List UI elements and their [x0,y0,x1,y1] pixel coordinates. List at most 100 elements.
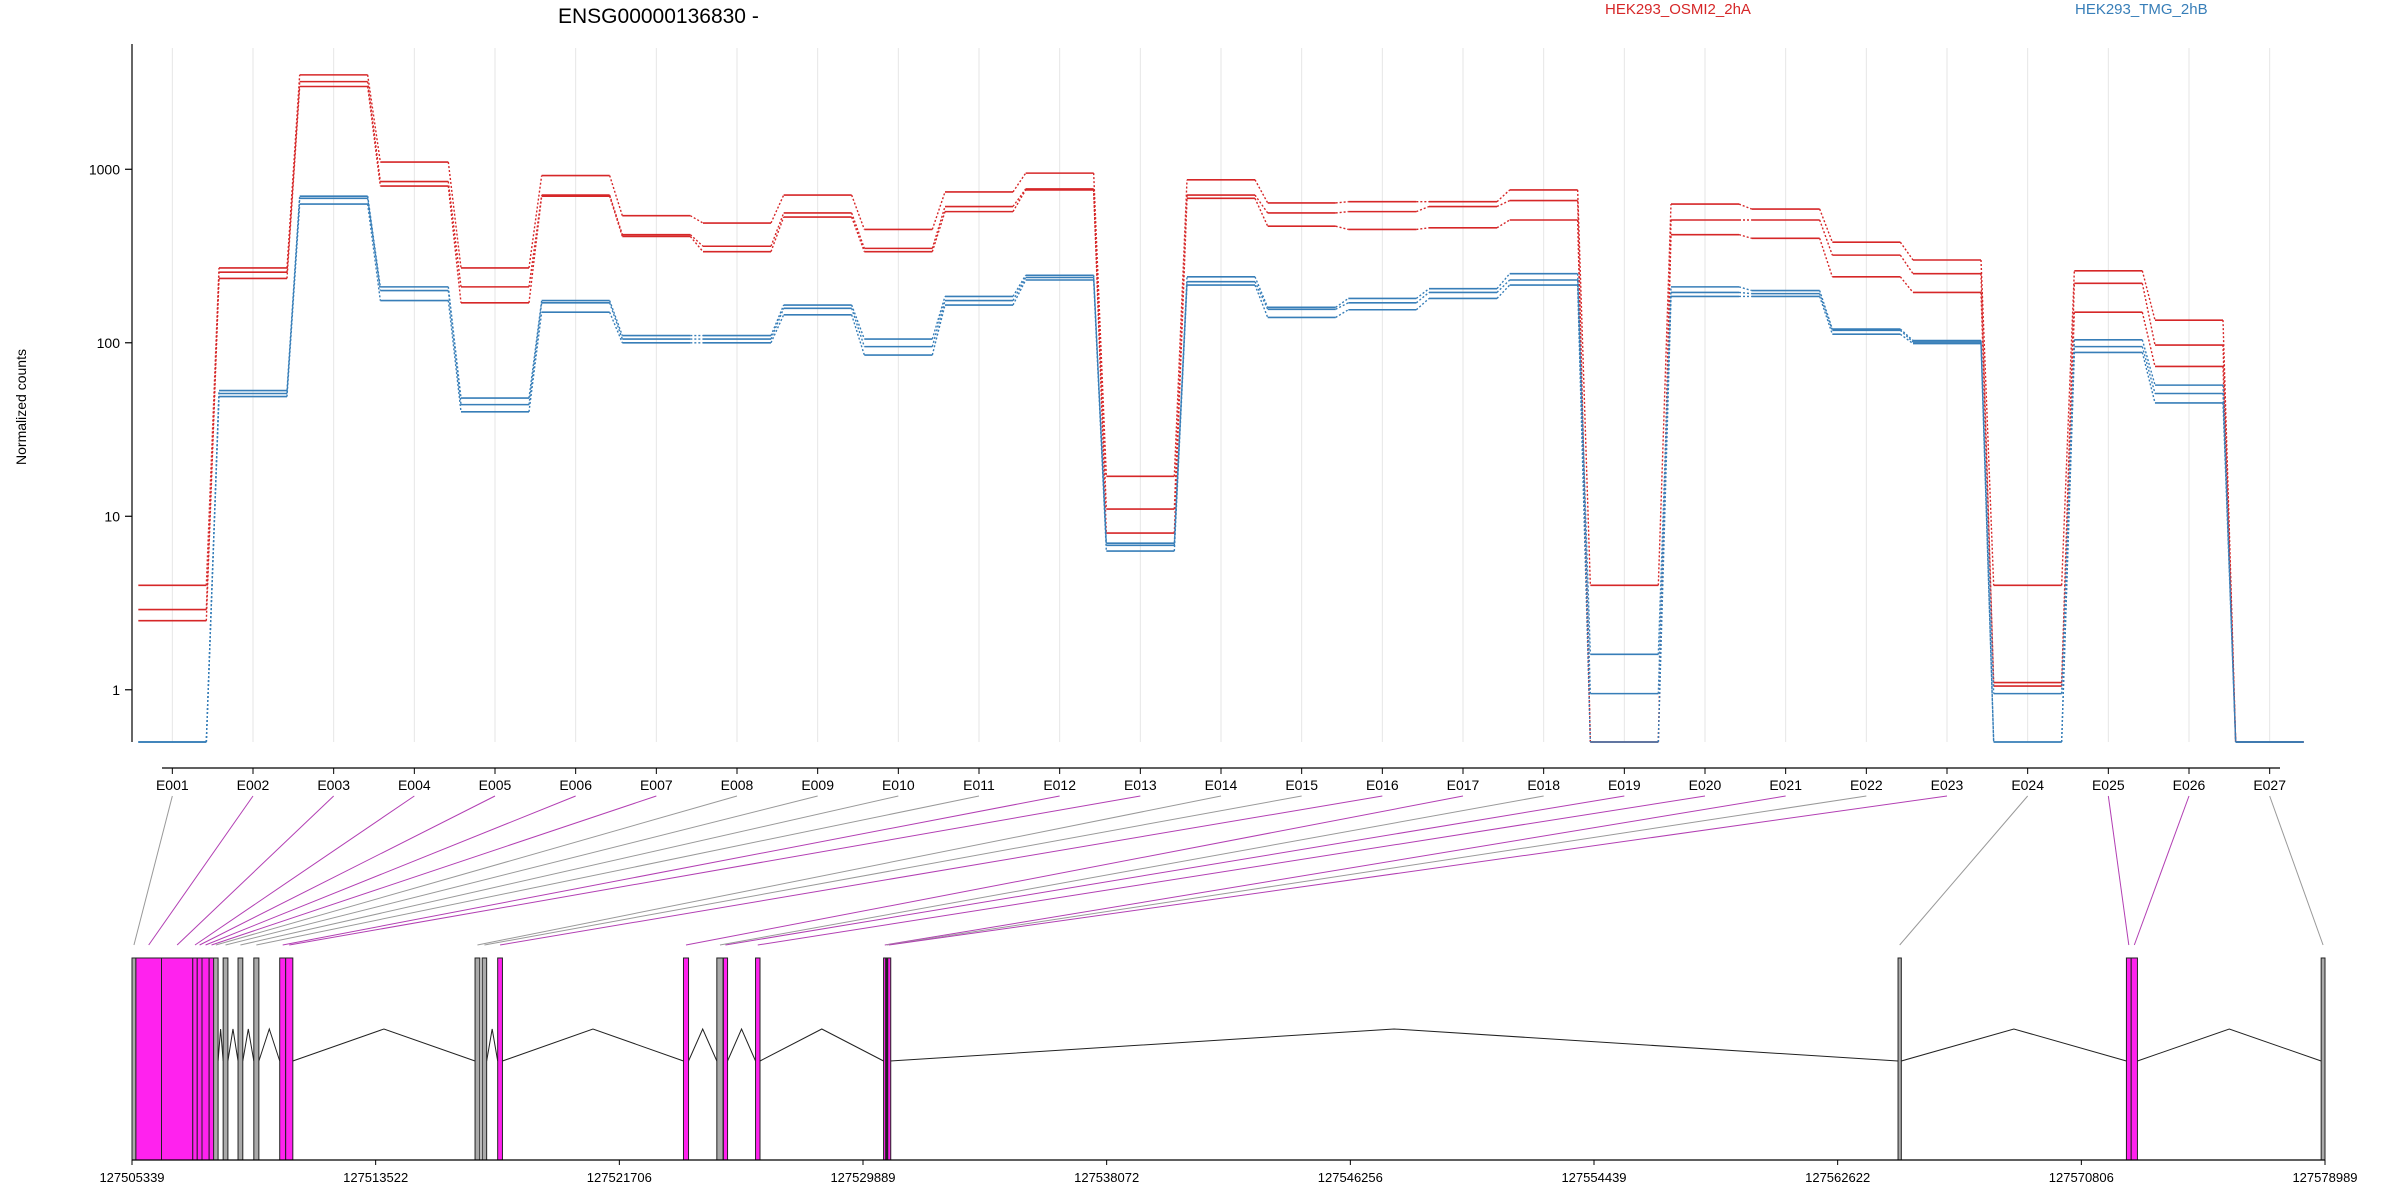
exon-label-e026: E026 [2173,777,2206,793]
intron-line [227,1028,239,1062]
series-1-connector [2141,270,2156,321]
series-5-connector [1012,277,1027,301]
exon-label-e018: E018 [1527,777,1560,793]
series-1-connector [447,162,462,269]
series-6-connector [2060,352,2076,743]
series-6-connector [1657,296,1672,743]
series-3-connector [931,211,946,252]
intron-line [688,1027,718,1062]
series-2-connector [366,81,382,182]
series-2-connector [1092,188,1108,510]
connector-e009 [225,795,818,946]
exon-label-e012: E012 [1043,777,1076,793]
y-tick-label: 10 [104,508,120,524]
exon-block-e016 [497,957,503,1161]
series-3-connector [1092,189,1108,534]
connector-e007 [211,795,657,946]
series-1-connector [931,191,946,230]
series-2-connector [931,206,946,249]
series-4-connector [1576,273,1592,655]
series-1-connector [689,215,704,224]
series-1-connector [1012,172,1027,193]
connector-e019 [725,795,1625,946]
series-1-connector [1576,189,1592,586]
series-6-connector [1415,297,1430,311]
series-3-connector [1819,238,1833,278]
connector-e003 [176,795,335,946]
series-4-connector [931,296,946,340]
legend-entry-group-a: HEK293_OSMI2_2hA [1605,1,1751,18]
connector-e016 [499,795,1383,946]
series-2-connector [1012,188,1027,207]
series-6-connector [2141,352,2156,404]
exon-block-e010 [237,957,244,1161]
coordinate-tick-label: 127554439 [1561,1170,1626,1185]
series-4-connector [770,304,785,336]
exon-label-e001: E001 [156,777,189,793]
series-1-connector [1738,203,1752,210]
series-5-connector [931,300,946,347]
exon-block-e015 [481,957,488,1161]
series-1-connector [1819,208,1833,243]
exon-block-e004 [192,957,198,1161]
series-4-connector [2060,339,2076,694]
connector-e026 [2133,795,2190,946]
coordinate-tick-label: 127529889 [830,1170,895,1185]
connector-e013 [289,795,1141,946]
series-1-connector [528,175,543,269]
series-3-connector [205,278,220,621]
series-5-connector [2141,346,2156,394]
series-6-connector [609,311,623,344]
series-5-connector [1819,293,1833,331]
exon-block-e025 [2125,957,2132,1161]
exon-block-e014 [474,957,481,1161]
exon-label-e027: E027 [2253,777,2286,793]
exon-connector-lines [133,795,2324,946]
series-6-connector [1092,279,1108,552]
series-6-connector [850,314,866,356]
connector-e020 [757,795,1706,946]
series-6-connector [1012,279,1027,306]
coordinate-tick-label: 127546256 [1318,1170,1383,1185]
exon-label-e022: E022 [1850,777,1883,793]
series-3-connector [2141,312,2156,367]
intron-line [727,1027,756,1062]
series-6-connector [366,203,382,301]
intron-line [502,1028,684,1062]
series-4-connector [1819,290,1833,330]
exon-block-e009 [222,957,229,1161]
series-4-connector [528,300,543,399]
series-3-connector [770,216,785,252]
exon-label-e010: E010 [882,777,915,793]
series-2-connector [2141,283,2156,346]
series-4-connector [1496,273,1511,290]
series-4-connector [1012,274,1027,297]
exon-block-e005 [196,957,203,1161]
y-tick-label: 1000 [89,161,120,177]
series-4-connector [1980,340,1995,694]
series-4-connector [1254,276,1269,308]
series-5-connector [1738,291,1752,295]
series-2-connector [447,181,462,287]
series-6-connector [1254,284,1269,318]
series-5-connector [1657,292,1672,694]
exon-label-e003: E003 [317,777,350,793]
coordinate-tick-label: 127513522 [343,1170,408,1185]
series-4-connector [366,196,382,287]
y-axis-label: Normalized counts [13,349,29,465]
series-3-connector [1738,233,1752,239]
series-1-connector [1899,241,1914,261]
connector-e015 [484,795,1302,946]
exon-label-e023: E023 [1931,777,1964,793]
exon-label-e013: E013 [1124,777,1157,793]
chart-title: ENSG00000136830 - [558,5,759,28]
coordinate-tick-label: 127521706 [587,1170,652,1185]
exon-block-e006 [201,957,210,1161]
series-3-connector [286,86,301,279]
series-2-connector [528,194,543,287]
series-5-connector [1899,329,1914,343]
series-5-connector [609,302,623,340]
series-5-connector [1980,341,1995,743]
series-1-connector [1173,179,1188,477]
